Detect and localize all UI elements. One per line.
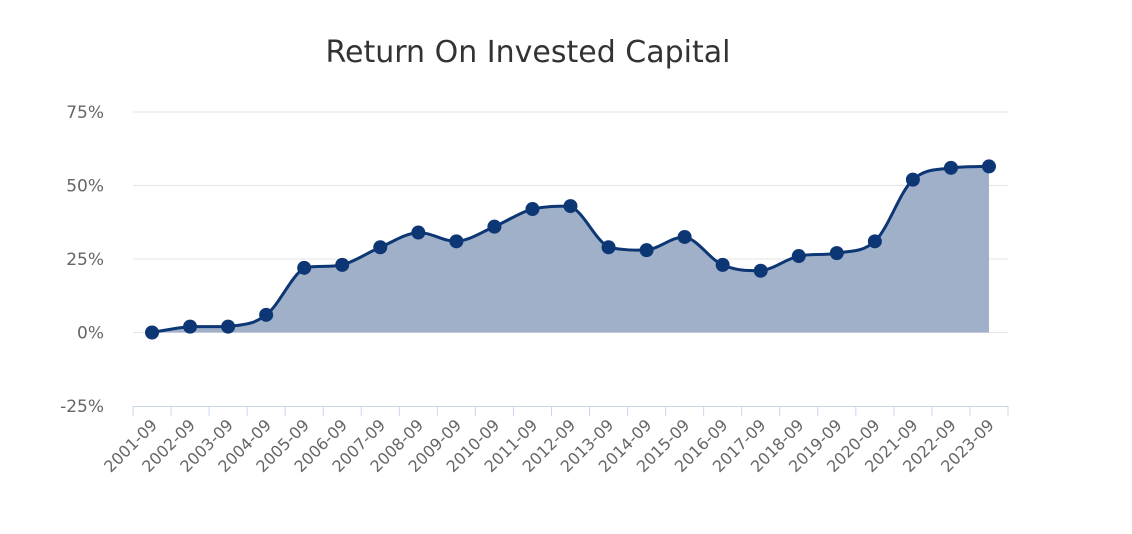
data-point[interactable]: [373, 240, 388, 255]
data-point[interactable]: [297, 260, 312, 275]
data-point[interactable]: [905, 172, 920, 187]
data-point[interactable]: [259, 307, 274, 322]
y-axis-labels: 75% 50% 25% 0% -25%: [60, 103, 104, 417]
x-axis-labels: 2001-092002-092003-092004-092005-092006-…: [100, 415, 998, 476]
y-tick-label: -25%: [60, 397, 104, 417]
data-markers: [145, 159, 996, 340]
data-point[interactable]: [677, 229, 692, 244]
data-point[interactable]: [335, 257, 350, 272]
data-point[interactable]: [715, 257, 730, 272]
data-point[interactable]: [145, 325, 160, 340]
data-point[interactable]: [829, 246, 844, 261]
data-point[interactable]: [487, 219, 502, 234]
y-tick-label: 25%: [66, 250, 104, 270]
data-point[interactable]: [411, 225, 426, 240]
area-layer: [150, 164, 991, 334]
x-axis: [132, 406, 1009, 416]
data-point[interactable]: [753, 263, 768, 278]
y-tick-label: 50%: [66, 177, 104, 197]
data-point[interactable]: [449, 234, 464, 249]
data-point[interactable]: [563, 199, 578, 214]
y-tick-label: 75%: [66, 103, 104, 123]
data-point[interactable]: [943, 160, 958, 175]
data-point[interactable]: [221, 319, 236, 334]
chart-title: Return On Invested Capital: [326, 35, 731, 70]
data-point[interactable]: [791, 249, 806, 264]
data-point[interactable]: [601, 240, 616, 255]
y-tick-label: 0%: [77, 324, 104, 344]
series-area: [152, 166, 989, 333]
data-point[interactable]: [867, 234, 882, 249]
data-point[interactable]: [183, 319, 198, 334]
data-point[interactable]: [525, 202, 540, 217]
data-point[interactable]: [639, 243, 654, 258]
data-point[interactable]: [981, 159, 996, 174]
